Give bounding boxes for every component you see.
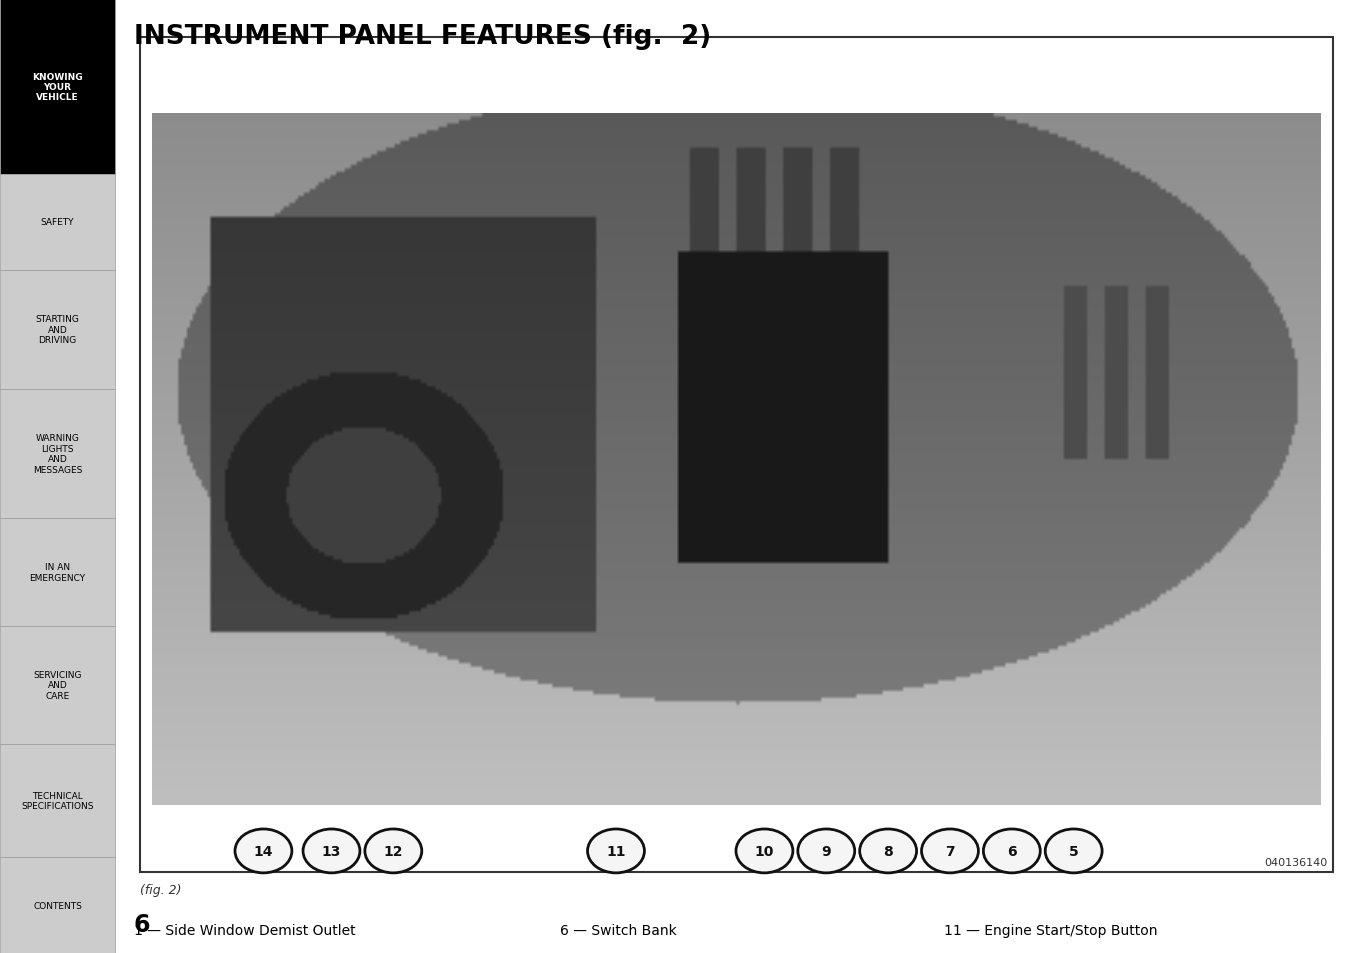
Circle shape — [365, 829, 422, 873]
Circle shape — [279, 126, 335, 170]
Text: (fig. 2): (fig. 2) — [139, 883, 181, 897]
Circle shape — [798, 126, 854, 170]
Circle shape — [723, 126, 780, 170]
Circle shape — [464, 126, 521, 170]
Circle shape — [353, 126, 410, 170]
Circle shape — [860, 829, 917, 873]
Circle shape — [235, 829, 292, 873]
Text: INSTRUMENT PANEL FEATURES (fig.  2): INSTRUMENT PANEL FEATURES (fig. 2) — [134, 24, 711, 50]
Circle shape — [983, 829, 1040, 873]
Text: TECHNICAL
SPECIFICATIONS: TECHNICAL SPECIFICATIONS — [22, 791, 93, 810]
Text: 6: 6 — [1007, 844, 1017, 858]
Text: 3: 3 — [488, 141, 498, 154]
Text: 040136140: 040136140 — [1264, 858, 1328, 867]
Text: 4: 4 — [822, 141, 831, 154]
Circle shape — [922, 829, 979, 873]
Text: 6 — Switch Bank: 6 — Switch Bank — [560, 923, 677, 938]
Circle shape — [1144, 126, 1201, 170]
Circle shape — [303, 829, 360, 873]
Text: 1 — Side Window Demist Outlet: 1 — Side Window Demist Outlet — [134, 923, 356, 938]
Text: 7: 7 — [945, 844, 955, 858]
Text: 11: 11 — [606, 844, 626, 858]
Circle shape — [588, 829, 645, 873]
Circle shape — [1069, 126, 1126, 170]
Text: STARTING
AND
DRIVING: STARTING AND DRIVING — [35, 315, 80, 345]
Text: 5: 5 — [1069, 844, 1079, 858]
Circle shape — [798, 829, 854, 873]
Text: 1: 1 — [301, 141, 311, 154]
Text: 2: 2 — [673, 141, 683, 154]
Circle shape — [735, 829, 792, 873]
Text: 9: 9 — [822, 844, 831, 858]
Bar — [0, 626, 115, 744]
Bar — [0, 389, 115, 518]
Text: 12: 12 — [384, 844, 403, 858]
Bar — [0, 744, 115, 857]
Bar — [0, 174, 115, 271]
Bar — [0, 857, 115, 953]
Text: 2: 2 — [1094, 141, 1103, 154]
Text: 10: 10 — [754, 844, 775, 858]
Circle shape — [1045, 829, 1102, 873]
Bar — [0, 271, 115, 389]
Text: 6: 6 — [134, 912, 150, 936]
Text: IN AN
EMERGENCY: IN AN EMERGENCY — [30, 562, 85, 582]
Text: 13: 13 — [322, 844, 341, 858]
Text: SERVICING
AND
CARE: SERVICING AND CARE — [34, 670, 81, 700]
Text: 11 — Engine Start/Stop Button: 11 — Engine Start/Stop Button — [944, 923, 1157, 938]
Bar — [0, 0, 115, 174]
Text: 1: 1 — [1168, 141, 1178, 154]
Text: CONTENTS: CONTENTS — [32, 901, 82, 909]
Text: KNOWING
YOUR
VEHICLE: KNOWING YOUR VEHICLE — [32, 72, 82, 102]
Circle shape — [649, 126, 706, 170]
Text: 2: 2 — [376, 141, 385, 154]
Bar — [0, 518, 115, 626]
Text: 8: 8 — [883, 844, 894, 858]
Text: 14: 14 — [254, 844, 273, 858]
Bar — [139, 38, 1333, 872]
Text: SAFETY: SAFETY — [41, 218, 74, 227]
Text: 2: 2 — [748, 141, 757, 154]
Text: WARNING
LIGHTS
AND
MESSAGES: WARNING LIGHTS AND MESSAGES — [32, 434, 82, 474]
